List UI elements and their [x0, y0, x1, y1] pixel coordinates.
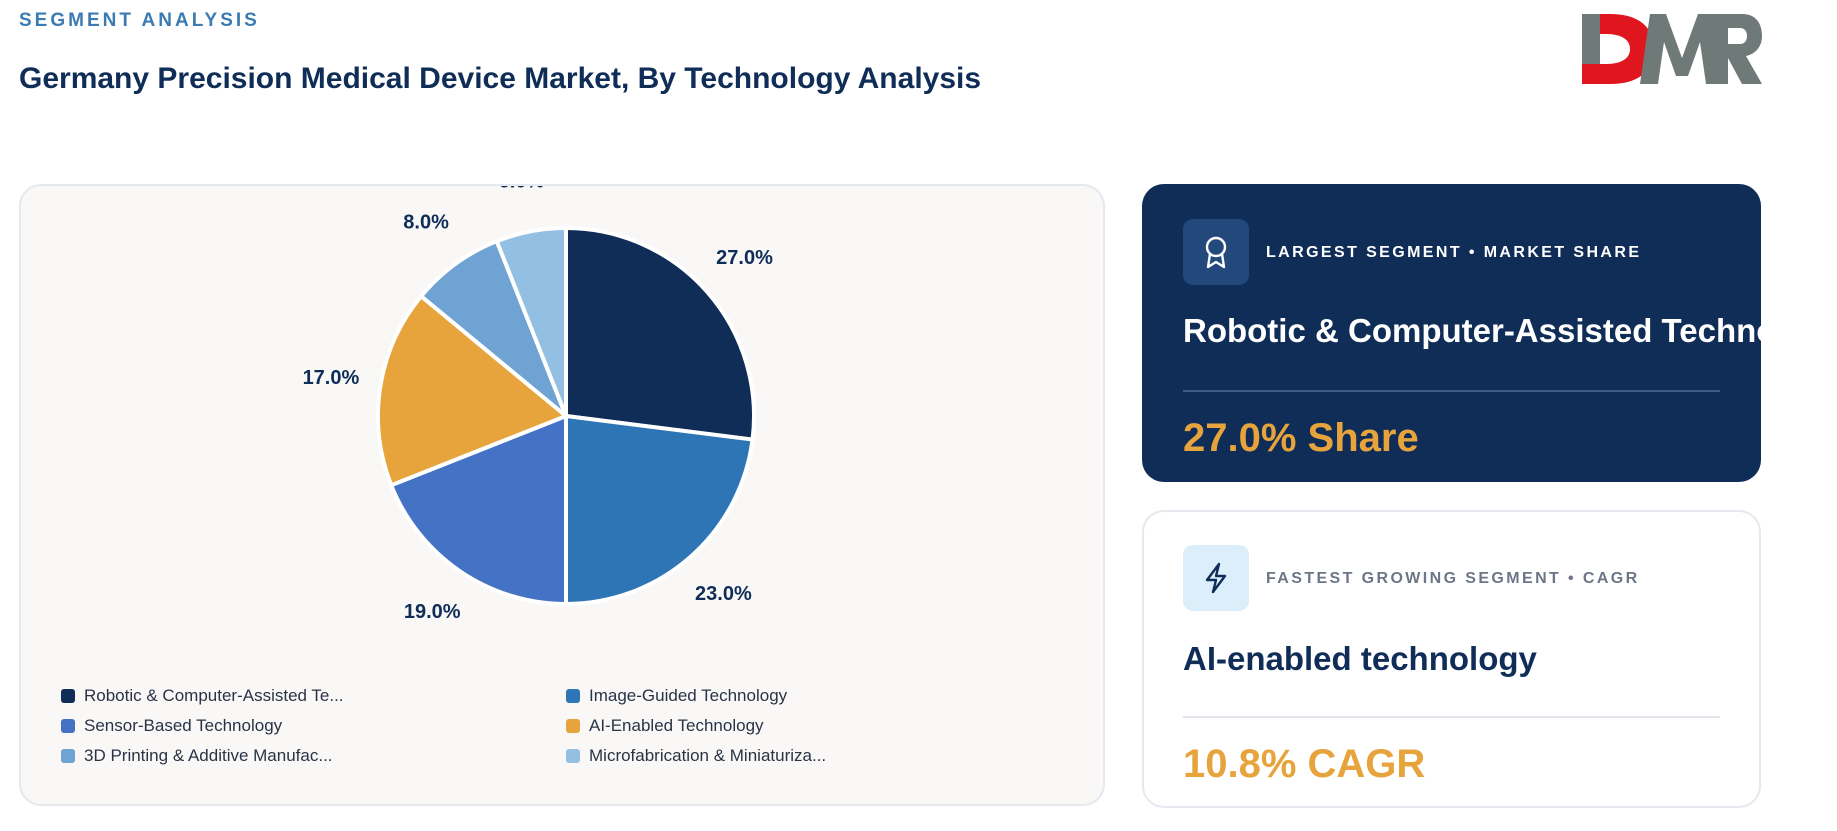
fastest-segment-cagr: 10.8% CAGR [1183, 742, 1426, 786]
legend-label: Image-Guided Technology [589, 686, 788, 705]
largest-segment-card: LARGEST SEGMENT • MARKET SHARE Robotic &… [1142, 184, 1823, 482]
legend-swatch [61, 719, 75, 733]
legend-swatch [61, 689, 75, 703]
card-divider [1183, 390, 1720, 392]
pie-slice-5 [494, 225, 568, 417]
legend-label: Sensor-Based Technology [84, 716, 283, 735]
pie-slice-0 [564, 225, 756, 442]
largest-segment-share: 27.0% Share [1183, 416, 1419, 460]
fastest-growing-card: FASTEST GROWING SEGMENT • CAGR AI-enable… [1142, 510, 1761, 808]
legend-item: Robotic & Computer-Assisted Te... [61, 686, 344, 706]
award-ribbon-icon [1183, 219, 1249, 285]
fastest-segment-kicker: FASTEST GROWING SEGMENT • CAGR [1266, 570, 1640, 587]
pie-slice-label: 23.0% [695, 583, 752, 605]
pie-chart: 27.0% 23.0% 19.0% 17.0% 8.0% 6.0% [303, 186, 774, 623]
legend-swatch [566, 719, 580, 733]
legend-item: AI-Enabled Technology [566, 716, 764, 736]
segment-analysis-eyebrow: SEGMENT ANALYSIS [19, 10, 260, 31]
pie-slice-label: 19.0% [404, 601, 461, 623]
largest-segment-kicker: LARGEST SEGMENT • MARKET SHARE [1266, 244, 1642, 261]
legend-item: 3D Printing & Additive Manufac... [61, 746, 333, 766]
legend-item: Microfabrication & Miniaturiza... [566, 746, 826, 766]
card-divider [1183, 716, 1720, 718]
legend-label: 3D Printing & Additive Manufac... [84, 746, 333, 765]
legend-swatch [566, 749, 580, 763]
legend-swatch [566, 689, 580, 703]
pie-slice-2 [388, 413, 568, 607]
legend-label: AI-Enabled Technology [589, 716, 764, 735]
pie-slice-label: 27.0% [716, 247, 773, 269]
pie-slice-label: 6.0% [499, 186, 545, 192]
pie-slice-1 [564, 413, 755, 607]
pie-slice-label: 17.0% [303, 367, 360, 389]
legend-label: Robotic & Computer-Assisted Te... [84, 686, 344, 705]
legend-label: Microfabrication & Miniaturiza... [589, 746, 827, 765]
largest-segment-name: Robotic & Computer-Assisted Technology [1183, 312, 1823, 349]
legend-item: Image-Guided Technology [566, 686, 787, 706]
pie-slice-label: 8.0% [403, 212, 449, 234]
pie-chart-card: 27.0% 23.0% 19.0% 17.0% 8.0% 6.0% Robotic & C… [19, 184, 1105, 806]
page-title: Germany Precision Medical Device Market,… [19, 62, 982, 95]
lightning-bolt-icon [1183, 545, 1249, 611]
pie-slice-3 [376, 293, 570, 488]
dmr-logo [1582, 10, 1762, 88]
fastest-segment-name: AI-enabled technology [1183, 640, 1537, 677]
legend-swatch [61, 749, 75, 763]
legend-item: Sensor-Based Technology [61, 716, 282, 736]
